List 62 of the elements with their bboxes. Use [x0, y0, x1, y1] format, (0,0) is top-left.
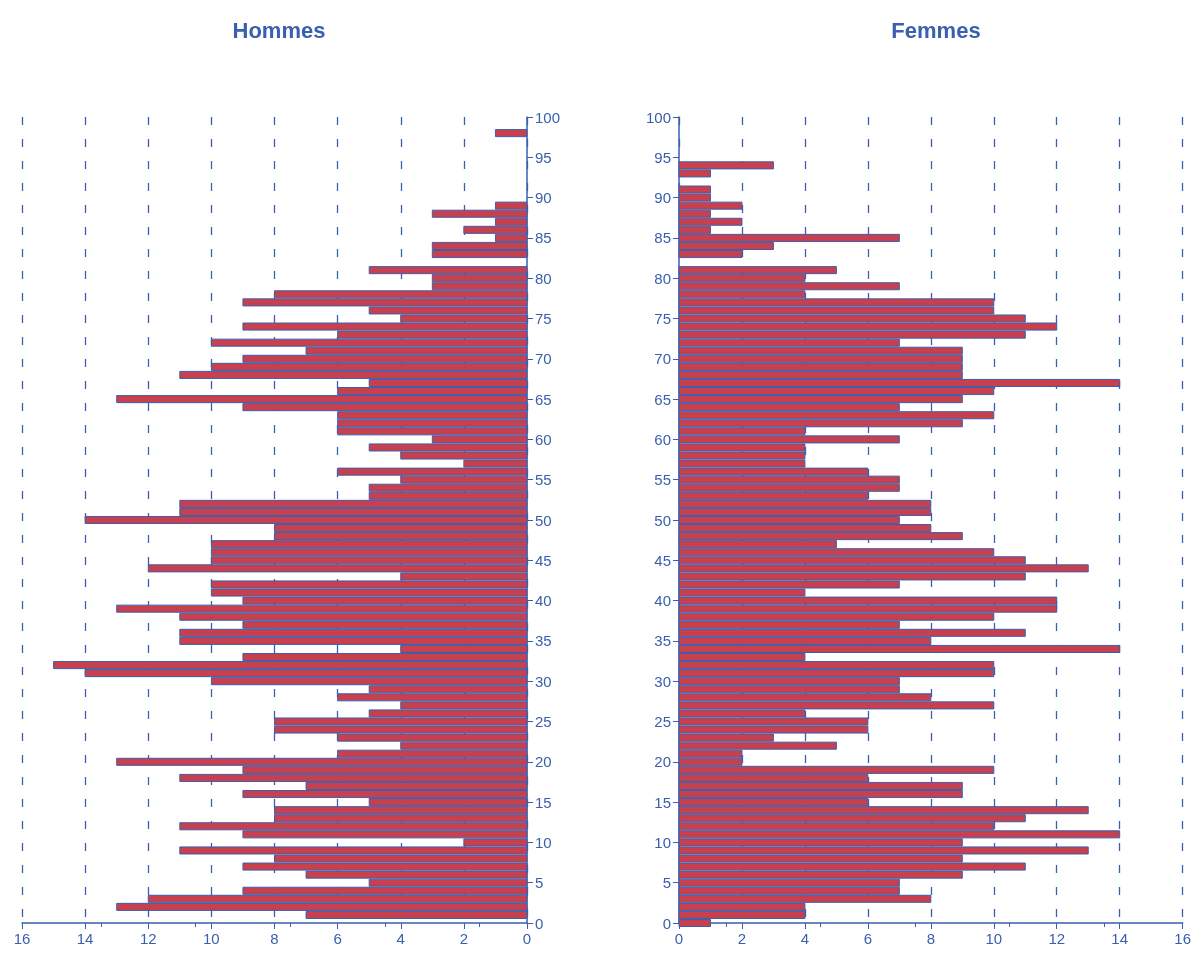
y-tick-label: 15 — [535, 793, 552, 811]
y-tick-label: 70 — [654, 350, 671, 368]
x-tick-label: 10 — [985, 930, 1003, 947]
x-tick-label: 6 — [863, 930, 873, 947]
chart-title: Femmes — [891, 17, 981, 43]
y-tick-label: 5 — [662, 874, 671, 892]
y-tick-label: 90 — [535, 189, 552, 207]
x-tick-label: 16 — [13, 930, 31, 947]
x-tick-label: 12 — [1048, 930, 1066, 947]
y-tick-label: 50 — [535, 511, 552, 529]
y-tick-label: 50 — [654, 511, 671, 529]
y-tick-label: 100 — [535, 108, 561, 126]
y-tick-label: 25 — [535, 713, 552, 730]
y-tick-label: 45 — [535, 551, 552, 569]
y-tick-label: 45 — [654, 551, 671, 569]
y-tick-label: 20 — [654, 753, 671, 771]
y-tick-label: 30 — [535, 672, 552, 690]
y-tick-label: 55 — [535, 471, 552, 489]
x-tick-label: 12 — [139, 930, 157, 947]
x-tick-label: 4 — [800, 930, 810, 947]
y-tick-label: 65 — [654, 390, 671, 408]
x-tick-label: 2 — [459, 930, 469, 947]
y-tick-label: 40 — [535, 592, 552, 610]
y-tick-label: 10 — [535, 833, 552, 851]
y-tick-label: 25 — [654, 713, 671, 730]
x-tick-label: 8 — [270, 930, 279, 947]
y-tick-label: 65 — [535, 390, 552, 408]
x-tick-label: 0 — [522, 930, 532, 947]
y-tick-label: 10 — [654, 833, 671, 851]
x-tick-label: 16 — [1174, 930, 1191, 947]
x-tick-label: 4 — [396, 930, 405, 947]
y-tick-label: 60 — [535, 430, 552, 448]
x-tick-label: 14 — [1111, 930, 1129, 947]
y-tick-label: 75 — [535, 310, 552, 327]
y-tick-label: 100 — [645, 108, 671, 126]
x-tick-label: 0 — [674, 930, 684, 947]
y-tick-label: 75 — [654, 310, 671, 327]
y-tick-label: 80 — [535, 269, 552, 287]
x-tick-label: 8 — [926, 930, 935, 947]
y-tick-label: 35 — [535, 632, 552, 650]
y-tick-label: 30 — [654, 672, 671, 690]
x-tick-label: 10 — [203, 930, 220, 947]
chart-title: Hommes — [232, 17, 326, 43]
x-tick-label: 6 — [333, 930, 342, 947]
y-tick-label: 0 — [662, 914, 671, 932]
y-tick-label: 60 — [654, 430, 671, 448]
y-tick-label: 15 — [654, 793, 671, 811]
x-tick-label: 2 — [737, 930, 747, 947]
y-tick-label: 5 — [535, 874, 544, 892]
y-tick-label: 85 — [535, 229, 552, 247]
y-tick-label: 40 — [654, 592, 671, 610]
x-tick-label: 14 — [76, 930, 94, 947]
y-tick-label: 95 — [654, 148, 671, 166]
y-tick-label: 80 — [654, 269, 671, 287]
y-tick-label: 0 — [535, 914, 544, 932]
y-tick-label: 95 — [535, 148, 552, 166]
y-tick-label: 90 — [654, 189, 671, 207]
y-tick-label: 20 — [535, 753, 552, 771]
y-tick-label: 85 — [654, 229, 671, 247]
y-tick-label: 35 — [654, 632, 671, 650]
y-tick-label: 55 — [654, 471, 671, 489]
y-tick-label: 70 — [535, 350, 552, 368]
